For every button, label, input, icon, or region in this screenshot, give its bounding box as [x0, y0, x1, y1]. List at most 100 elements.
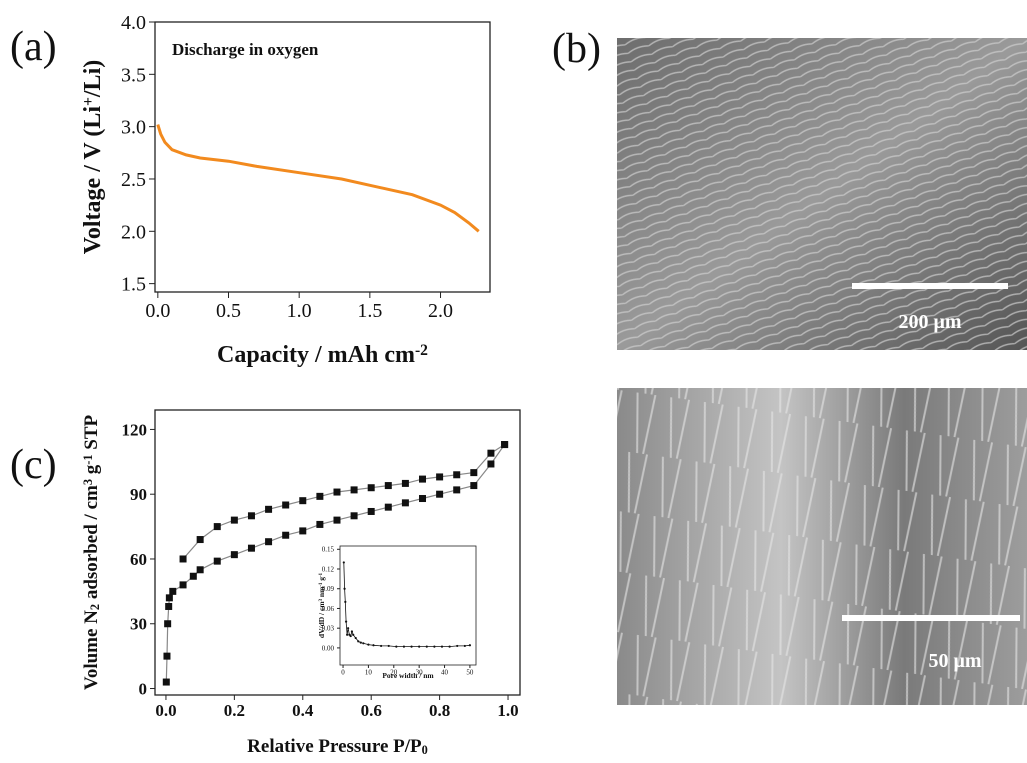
marker: [333, 517, 340, 524]
y-tick-label: 2.5: [121, 169, 146, 191]
sem-texture: [617, 38, 1027, 350]
x-tick-label: 0: [341, 669, 345, 677]
x-tick-label: 0.5: [216, 300, 241, 322]
marker: [231, 517, 238, 524]
series-line: [183, 445, 505, 560]
marker: [351, 630, 353, 632]
x-tick-label: 2.0: [428, 300, 453, 322]
marker: [402, 499, 409, 506]
y-tick-label: 0.00: [322, 644, 335, 652]
label-part: STP: [81, 414, 102, 454]
marker: [248, 545, 255, 552]
scale-bar-label: 200 μm: [899, 311, 962, 333]
marker: [163, 679, 170, 686]
label-part: g: [81, 464, 102, 479]
y-tick-label: 2.0: [121, 221, 146, 243]
marker: [436, 491, 443, 498]
marker: [231, 551, 238, 558]
marker: [299, 497, 306, 504]
series-line: [158, 125, 479, 232]
x-axis-label: Capacity / mAh cm-2: [217, 342, 428, 368]
marker: [343, 588, 345, 590]
marker: [347, 627, 349, 629]
marker: [165, 603, 172, 610]
marker: [470, 469, 477, 476]
marker: [419, 476, 426, 483]
y-tick-label: 3.0: [121, 117, 146, 139]
y-axis-label: Volume N2 adsorbed / cm3 g-1 STP: [81, 414, 103, 690]
label-part: Volume N: [81, 610, 102, 690]
y-tick-label: 4.0: [121, 12, 146, 34]
marker: [441, 645, 443, 647]
marker: [456, 645, 458, 647]
marker: [385, 504, 392, 511]
marker: [180, 581, 187, 588]
panel-label: (a): [10, 24, 57, 70]
marker: [265, 506, 272, 513]
marker: [433, 645, 435, 647]
marker: [316, 521, 323, 528]
x-axis-label: Pore width / nm: [382, 671, 434, 680]
label-part: Voltage / V (Li: [80, 106, 106, 255]
marker: [344, 601, 346, 603]
marker: [282, 502, 289, 509]
y-tick-label: 3.5: [121, 64, 146, 86]
label-part: adsorbed / cm: [81, 485, 102, 604]
annotation: Discharge in oxygen: [172, 40, 319, 59]
label-part: -1: [319, 572, 324, 577]
marker: [403, 645, 405, 647]
marker: [214, 523, 221, 530]
marker: [372, 644, 374, 646]
marker: [343, 561, 345, 563]
marker: [352, 634, 354, 636]
marker: [166, 594, 173, 601]
marker: [214, 558, 221, 565]
marker: [449, 645, 451, 647]
marker: [419, 495, 426, 502]
marker: [169, 588, 176, 595]
y-axis-label: dV/dD / cm3 nm-1 g-1: [317, 572, 326, 638]
panel-label: (b): [552, 26, 601, 72]
marker: [316, 493, 323, 500]
plot-frame: [340, 546, 476, 665]
marker: [487, 460, 494, 467]
y-axis-label: Voltage / V (Li+/Li): [80, 60, 106, 254]
x-tick-label: 0.8: [429, 701, 450, 720]
marker: [418, 645, 420, 647]
figure: 200 μm 50 μm (b) 0.00.51.01.52.01.52.02.…: [0, 0, 1027, 763]
x-tick-label: 50: [466, 669, 474, 677]
marker: [469, 644, 471, 646]
y-tick-label: 0.12: [322, 565, 335, 573]
label-part: +: [80, 97, 97, 106]
marker: [360, 642, 362, 644]
y-tick-label: 60: [130, 550, 147, 569]
marker: [346, 634, 348, 636]
y-tick-label: 90: [130, 485, 147, 504]
label-part: Relative Pressure P/P: [247, 736, 422, 757]
y-tick-label: 0.15: [322, 546, 335, 554]
marker: [355, 637, 357, 639]
marker: [351, 486, 358, 493]
marker: [345, 621, 347, 623]
x-tick-label: 40: [441, 669, 449, 677]
x-tick-label: 1.0: [497, 701, 518, 720]
label-part: Pore width / nm: [382, 671, 434, 680]
marker: [357, 640, 359, 642]
marker: [402, 480, 409, 487]
marker: [282, 532, 289, 539]
x-tick-label: 0.4: [292, 701, 314, 720]
x-axis-label: Relative Pressure P/P0: [247, 736, 428, 757]
marker: [164, 620, 171, 627]
marker: [265, 538, 272, 545]
marker: [197, 566, 204, 573]
marker: [501, 441, 508, 448]
marker: [385, 482, 392, 489]
x-tick-label: 10: [365, 669, 373, 677]
label-part: nm: [317, 586, 326, 599]
plot-frame: [155, 410, 520, 695]
marker: [395, 645, 397, 647]
marker: [333, 489, 340, 496]
marker: [190, 573, 197, 580]
marker: [350, 635, 352, 637]
y-tick-label: 1.5: [121, 274, 146, 296]
